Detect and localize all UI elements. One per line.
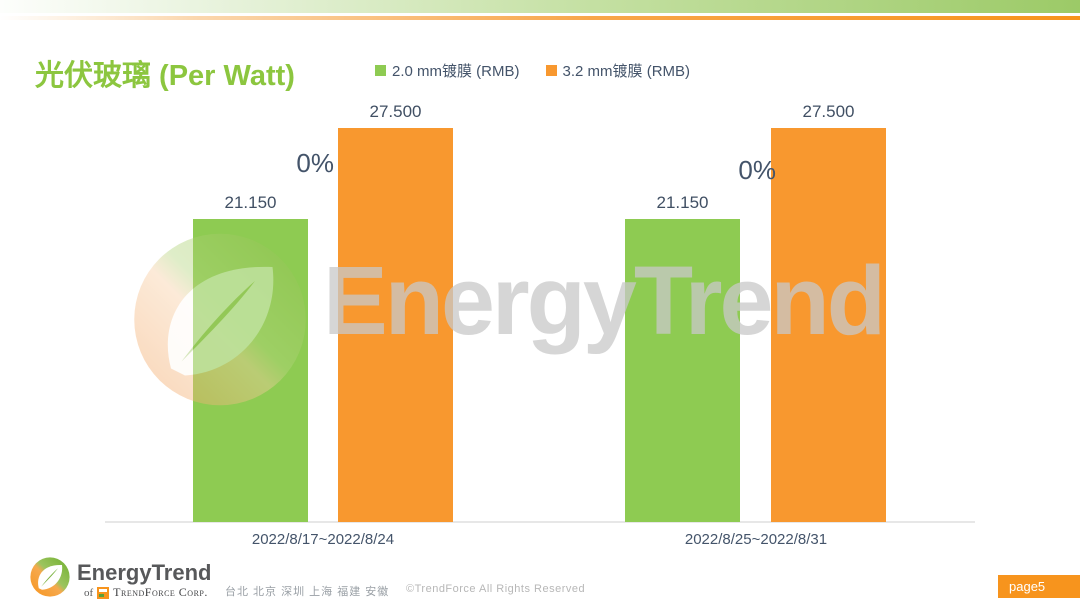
bar-value-label: 21.150 [656, 193, 709, 212]
footer-copyright: ©TrendForce All Rights Reserved [406, 583, 586, 595]
bar-rect-2mm-group2 [625, 219, 740, 522]
bar-value-label: 27.500 [802, 102, 855, 121]
x-axis-line [105, 521, 975, 523]
energytrend-logo-icon [30, 557, 70, 597]
footer-cities: 台北 北京 深圳 上海 福建 安徽 [225, 586, 390, 598]
page-number-badge: page5 [998, 575, 1080, 598]
footer-of-label: of [84, 586, 94, 599]
legend-label-3mm: 3.2 mm镀膜 (RMB) [562, 63, 691, 80]
bar-value-label: 21.150 [224, 193, 277, 212]
bar-rect-2mm-group1 [193, 219, 308, 522]
page-title: 光伏玻璃 (Per Watt) [35, 60, 295, 92]
bar-3mm-group1: 27.500 [338, 102, 453, 522]
legend-item-3mm: 3.2 mm镀膜 (RMB) [545, 60, 691, 81]
footer-logo-subtext: of TrendForce Corp. [84, 585, 208, 600]
top-banner-gradient [0, 0, 1080, 13]
footer-logo-text: EnergyTrend [77, 560, 212, 585]
footer-corp-label: TrendForce Corp. [113, 585, 208, 599]
legend-swatch-3mm-icon [545, 65, 557, 76]
top-accent-line [0, 16, 1080, 20]
legend-item-2mm: 2.0 mm镀膜 (RMB) [375, 60, 520, 81]
category-label-group1: 2022/8/17~2022/8/24 [251, 531, 395, 548]
change-annotation-group2: 0% [738, 155, 776, 185]
bar-2mm-group1: 21.150 [193, 193, 308, 522]
trendforce-icon [97, 586, 110, 599]
bar-rect-3mm-group1 [338, 128, 453, 522]
bar-rect-3mm-group2 [771, 128, 886, 522]
legend-label-2mm: 2.0 mm镀膜 (RMB) [392, 63, 520, 80]
bar-3mm-group2: 27.500 [771, 102, 886, 522]
change-annotation-group1: 0% [296, 148, 334, 178]
bar-value-label: 27.500 [369, 102, 422, 121]
bar-2mm-group2: 21.150 [625, 193, 740, 522]
legend-swatch-2mm-icon [375, 65, 386, 76]
chart-legend: 2.0 mm镀膜 (RMB) 3.2 mm镀膜 (RMB) [375, 60, 690, 81]
category-label-group2: 2022/8/25~2022/8/31 [684, 531, 828, 548]
